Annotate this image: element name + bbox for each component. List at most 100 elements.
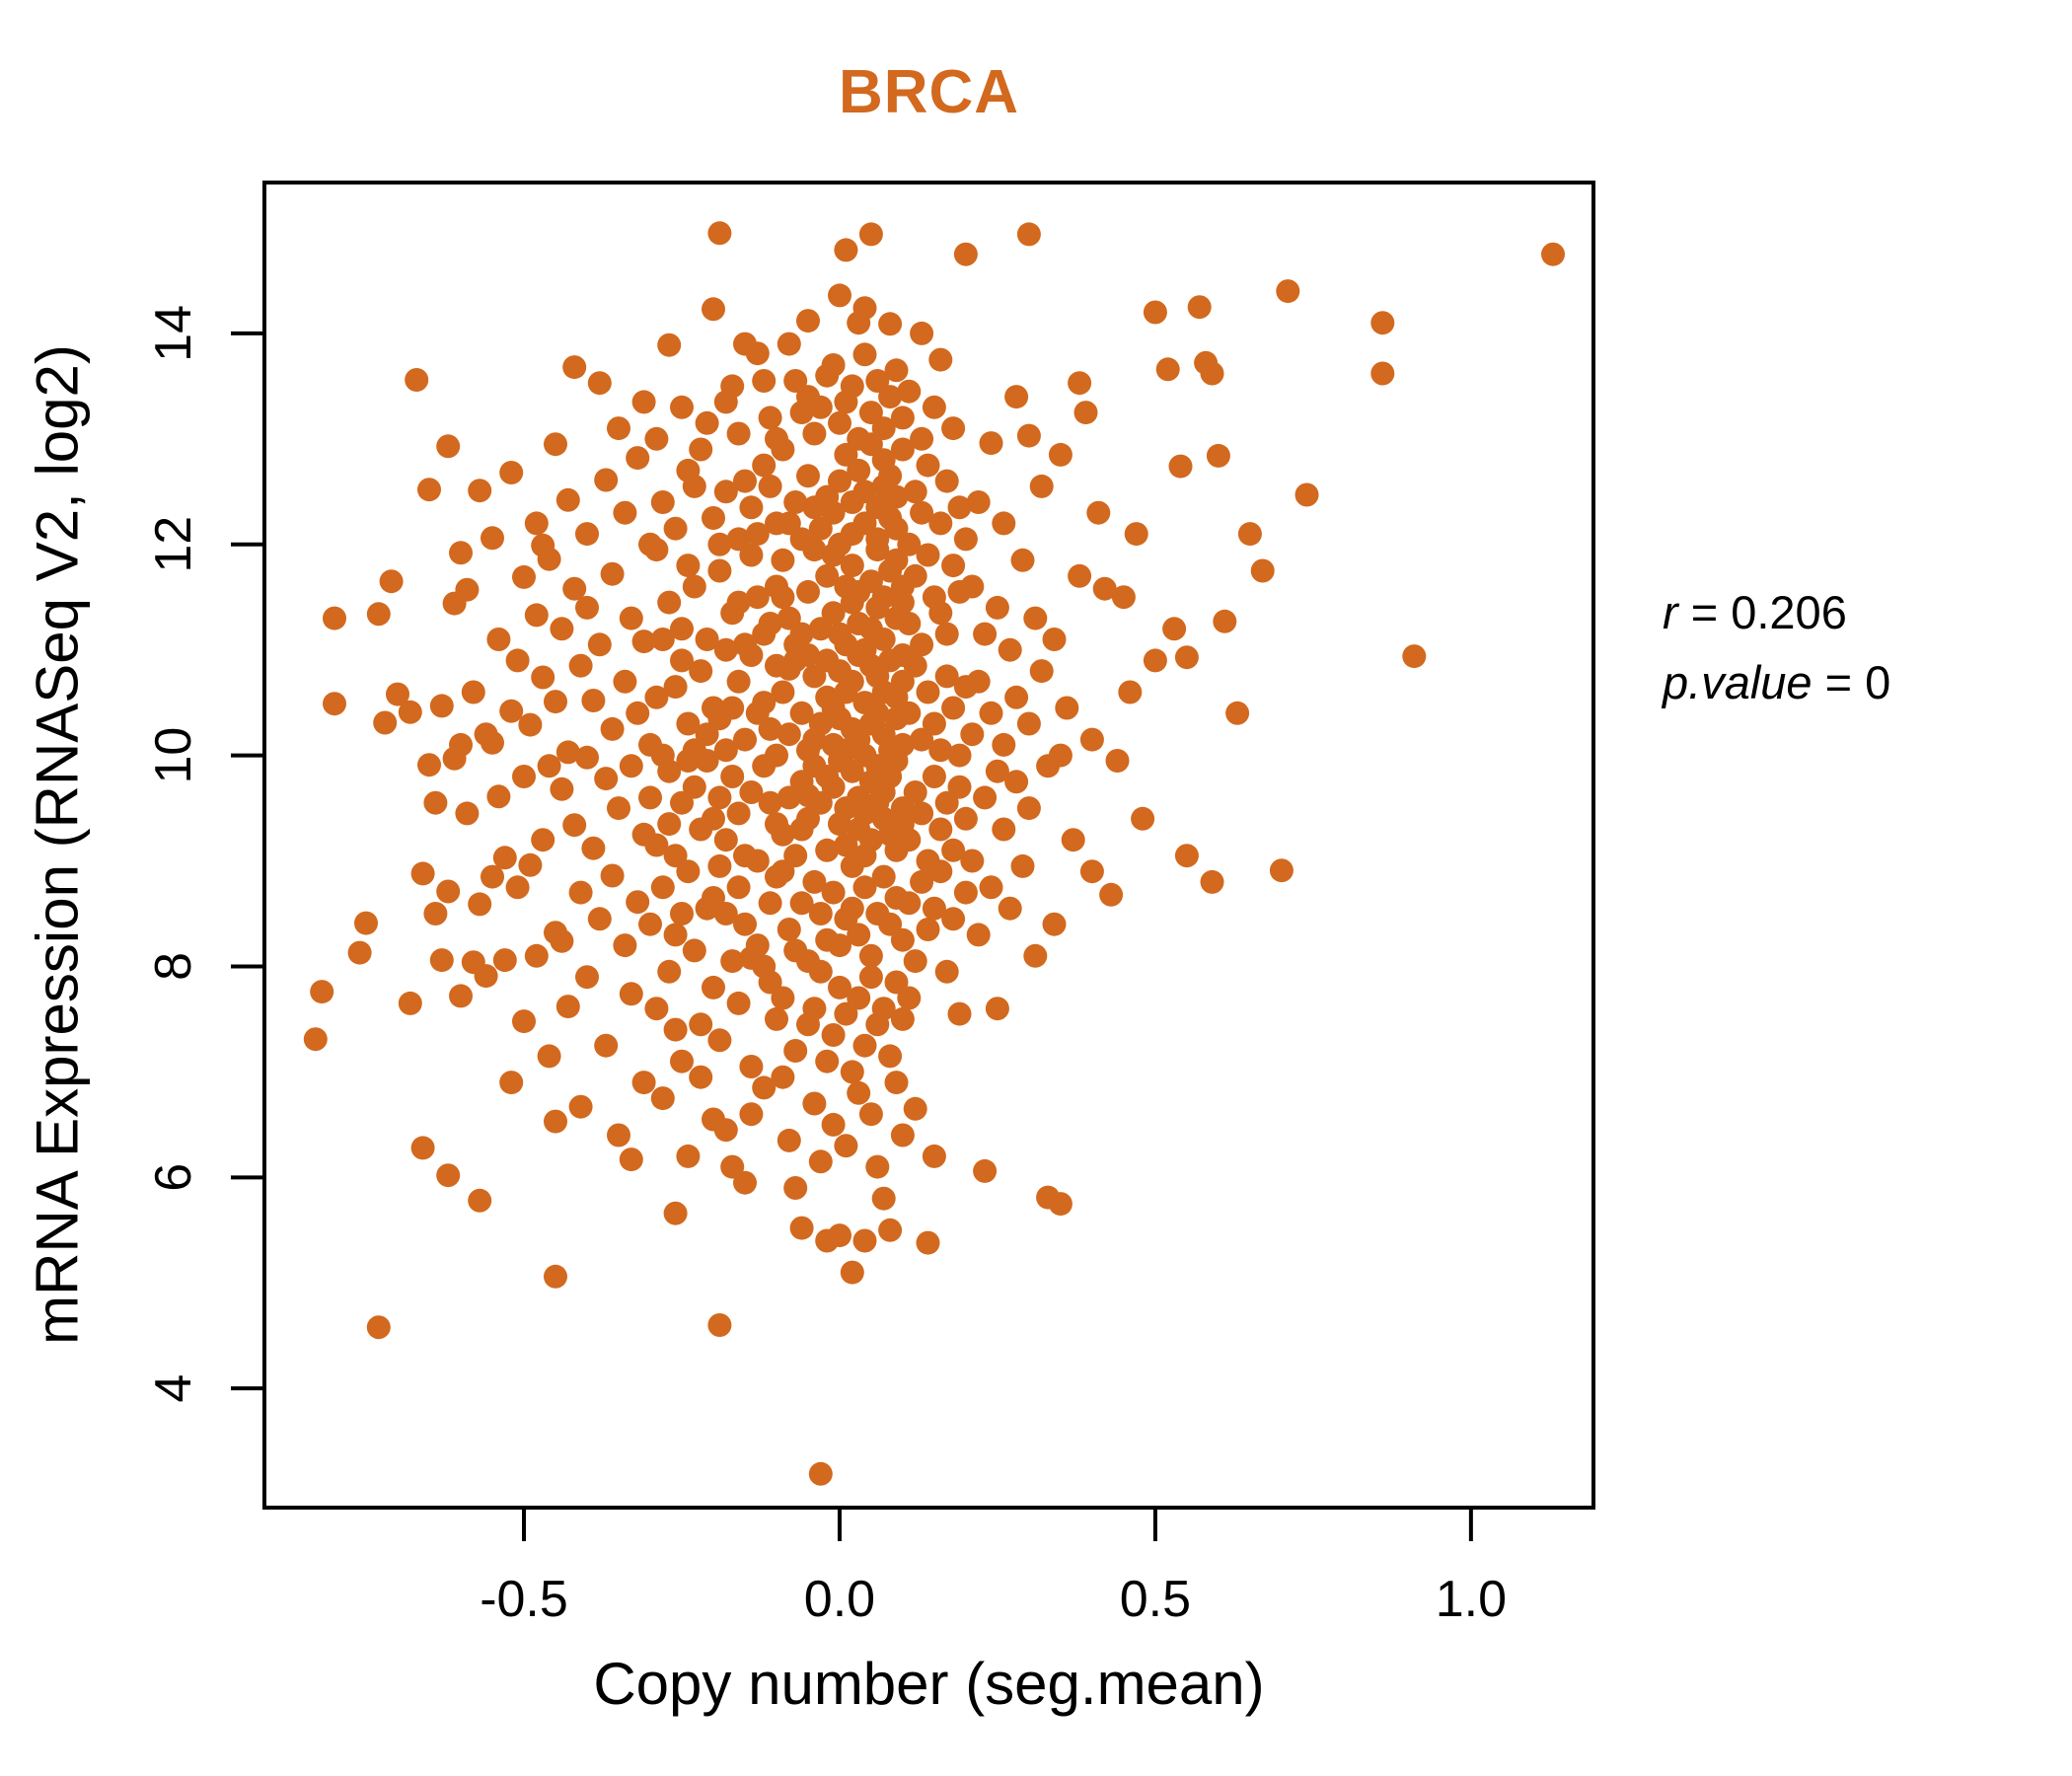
scatter-point	[910, 801, 934, 826]
scatter-point	[436, 1163, 461, 1188]
scatter-point	[802, 997, 827, 1021]
scatter-point	[1187, 295, 1212, 320]
scatter-point	[468, 1188, 492, 1213]
scatter-point	[594, 468, 619, 492]
scatter-point	[840, 374, 864, 399]
scatter-point	[449, 541, 473, 565]
scatter-point	[707, 532, 732, 556]
scatter-point	[979, 701, 1003, 725]
scatter-point	[575, 745, 599, 770]
scatter-point	[815, 838, 840, 862]
scatter-point	[840, 759, 864, 783]
scatter-point	[852, 511, 877, 536]
scatter-point	[676, 554, 701, 578]
scatter-point	[897, 532, 922, 556]
scatter-point	[796, 579, 820, 604]
scatter-point	[783, 1176, 808, 1200]
scatter-point	[953, 242, 978, 266]
scatter-point	[783, 844, 808, 868]
scatter-point	[733, 1170, 757, 1195]
scatter-point	[745, 522, 770, 547]
scatter-point	[890, 732, 915, 757]
scatter-point	[758, 474, 782, 498]
scatter-point	[947, 743, 972, 768]
scatter-point	[890, 437, 915, 462]
scatter-point	[884, 484, 909, 509]
scatter-point	[707, 853, 732, 878]
scatter-point	[771, 822, 795, 847]
r-symbol: r	[1663, 586, 1678, 638]
scatter-point	[702, 806, 725, 831]
scatter-point	[771, 437, 795, 462]
scatter-point	[916, 1230, 940, 1255]
scatter-point	[1029, 659, 1054, 684]
scatter-point	[707, 1028, 732, 1053]
scatter-point	[922, 896, 946, 921]
scatter-point	[1225, 701, 1250, 725]
scatter-point	[1250, 558, 1275, 583]
scatter-point	[531, 665, 555, 690]
scatter-point	[828, 933, 851, 958]
scatter-point	[903, 480, 927, 504]
scatter-point	[1295, 482, 1319, 507]
scatter-point	[562, 576, 587, 601]
pvalue-symbol: p.value	[1663, 656, 1813, 708]
scatter-point	[1143, 648, 1167, 673]
scatter-point	[676, 749, 701, 773]
scatter-point	[726, 590, 751, 615]
scatter-point	[524, 603, 549, 628]
scatter-point	[1042, 628, 1067, 651]
scatter-point	[1092, 576, 1117, 601]
r-line: r = 0.206	[1663, 577, 1890, 647]
scatter-point	[858, 828, 883, 852]
scatter-point	[998, 896, 1022, 921]
scatter-point	[852, 1228, 877, 1253]
scatter-point	[323, 692, 346, 716]
scatter-point	[676, 1144, 701, 1168]
scatter-point	[890, 1123, 915, 1147]
scatter-point	[702, 506, 725, 530]
scatter-point	[518, 852, 543, 877]
scatter-point	[644, 538, 669, 562]
scatter-point	[910, 426, 934, 451]
scatter-point	[1042, 912, 1067, 936]
scatter-point	[568, 1094, 593, 1119]
scatter-point	[777, 656, 801, 681]
scatter-point	[960, 574, 985, 599]
scatter-point	[619, 982, 643, 1006]
scatter-point	[366, 1315, 391, 1340]
scatter-point	[594, 767, 619, 791]
scatter-point	[587, 371, 612, 396]
scatter-point	[537, 754, 561, 778]
scatter-point	[713, 1118, 738, 1143]
scatter-point	[783, 1039, 808, 1063]
scatter-point	[910, 869, 934, 894]
scatter-point	[992, 732, 1016, 757]
scatter-point	[550, 617, 574, 641]
scatter-point	[828, 975, 851, 999]
scatter-point	[777, 722, 801, 747]
scatter-point	[966, 669, 991, 694]
scatter-point	[373, 710, 398, 735]
scatter-point	[808, 395, 833, 419]
scatter-point	[745, 585, 770, 610]
scatter-point	[1061, 828, 1085, 852]
scatter-point	[783, 490, 808, 514]
scatter-point	[821, 880, 846, 905]
scatter-point	[973, 622, 998, 646]
scatter-point	[555, 995, 580, 1019]
scatter-point	[828, 469, 851, 493]
scatter-point	[758, 790, 782, 815]
scatter-point	[417, 478, 441, 502]
scatter-point	[903, 653, 927, 678]
scatter-point	[707, 1313, 732, 1337]
scatter-point	[1016, 423, 1041, 448]
scatter-point	[682, 574, 706, 599]
scatter-point	[644, 685, 669, 709]
y-tick-label: 14	[145, 305, 202, 362]
scatter-point	[1174, 645, 1199, 670]
scatter-point	[619, 754, 643, 778]
scatter-point	[682, 474, 706, 498]
scatter-point	[796, 464, 820, 488]
scatter-point	[739, 643, 764, 667]
